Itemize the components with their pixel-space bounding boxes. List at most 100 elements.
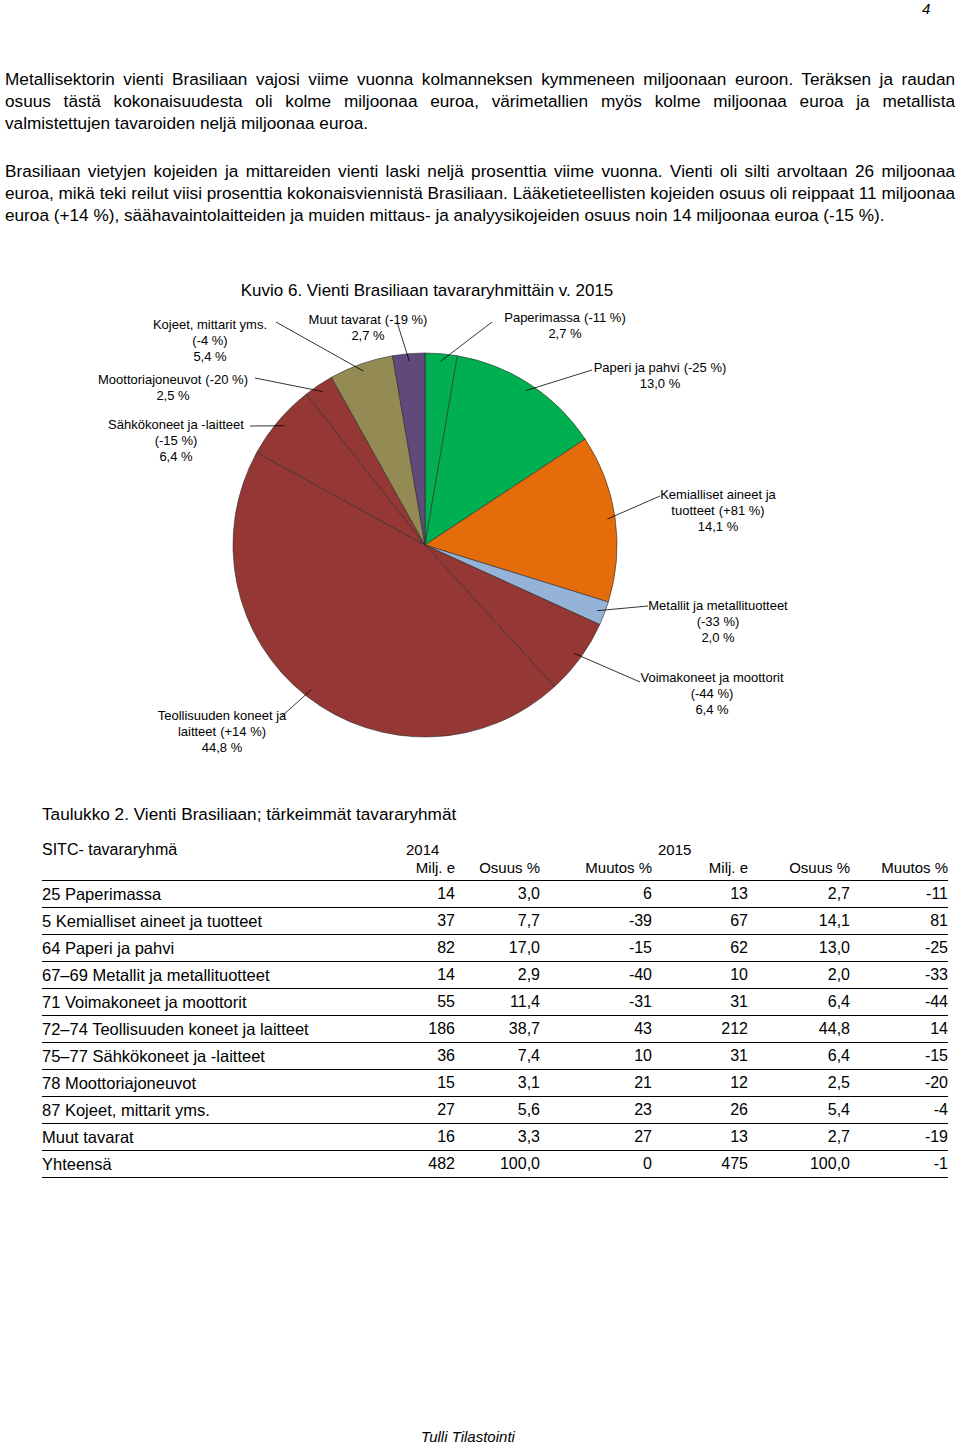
slice-label-part: (+14 %) bbox=[220, 724, 266, 739]
slice-label-part: Paperi ja pahvi bbox=[594, 360, 680, 375]
table-cell: -39 bbox=[540, 908, 652, 935]
table-cell: 27 bbox=[400, 1097, 455, 1124]
slice-label: 2,5 % bbox=[156, 388, 190, 403]
slice-label: 44,8 % bbox=[202, 740, 243, 755]
slice-label-part: (+81 %) bbox=[719, 503, 765, 518]
row-label: 87 Kojeet, mittarit yms. bbox=[42, 1097, 400, 1124]
table-cell: -15 bbox=[540, 935, 652, 962]
table-cell: 482 bbox=[400, 1151, 455, 1178]
slice-label: (-4 %) bbox=[192, 333, 227, 348]
row-label: 25 Paperimassa bbox=[42, 881, 400, 908]
table-cell: 67 bbox=[652, 908, 748, 935]
table-cell: 15 bbox=[400, 1070, 455, 1097]
header-column: Muutos % bbox=[850, 859, 948, 877]
table-row: 72–74 Teollisuuden koneet ja laitteet186… bbox=[42, 1016, 948, 1043]
pie-slice bbox=[393, 353, 425, 545]
row-label-text: 67–69 Metallit ja metallituotteet bbox=[42, 965, 322, 985]
slice-label-part: Kojeet, mittarit yms. bbox=[153, 317, 267, 332]
slice-label-part: 2,7 % bbox=[548, 326, 582, 341]
slice-label-part: 2,0 % bbox=[701, 630, 735, 645]
row-label-text: 5 Kemialliset aineet ja tuotteet bbox=[42, 911, 322, 931]
slice-label: Voimakoneet ja moottorit bbox=[640, 670, 783, 685]
slice-label-part: Metallit ja metallituotteet bbox=[648, 598, 788, 613]
slice-label-part: Teollisuuden koneet ja bbox=[158, 708, 287, 723]
header-cell: Muutos % bbox=[540, 838, 652, 881]
table-cell: 475 bbox=[652, 1151, 748, 1178]
row-label: Muut tavarat bbox=[42, 1124, 400, 1151]
slice-label-part: 44,8 % bbox=[202, 740, 243, 755]
row-label: 64 Paperi ja pahvi bbox=[42, 935, 400, 962]
table-row: 67–69 Metallit ja metallituotteet142,9-4… bbox=[42, 962, 948, 989]
table-row: 5 Kemialliset aineet ja tuotteet377,7-39… bbox=[42, 908, 948, 935]
table-row: 75–77 Sähkökoneet ja -laitteet367,410316… bbox=[42, 1043, 948, 1070]
table-cell: -1 bbox=[850, 1151, 948, 1178]
slice-label: Sähkökoneet ja -laitteet bbox=[108, 417, 244, 432]
table-cell: 212 bbox=[652, 1016, 748, 1043]
slice-label: 14,1 % bbox=[698, 519, 739, 534]
table-cell: 23 bbox=[540, 1097, 652, 1124]
header-year: 2015 bbox=[652, 841, 748, 859]
table-row: Muut tavarat163,327132,7-19 bbox=[42, 1124, 948, 1151]
row-label: 71 Voimakoneet ja moottorit bbox=[42, 989, 400, 1016]
table-row: 78 Moottoriajoneuvot153,121122,5-20 bbox=[42, 1070, 948, 1097]
table-cell: 13 bbox=[652, 881, 748, 908]
table-cell: 82 bbox=[400, 935, 455, 962]
slice-label: 6,4 % bbox=[159, 449, 193, 464]
table-cell: -4 bbox=[850, 1097, 948, 1124]
slice-label: Teollisuuden koneet ja bbox=[158, 708, 287, 723]
slice-label-part: tuotteet bbox=[671, 503, 715, 518]
table-header-row: SITC- tavararyhmä2014Milj. eOsuus %Muuto… bbox=[42, 838, 948, 881]
table-cell: 10 bbox=[652, 962, 748, 989]
slice-label: 2,7 % bbox=[548, 326, 582, 341]
header-cell: Osuus % bbox=[748, 838, 850, 881]
slice-label-part: 14,1 % bbox=[698, 519, 739, 534]
slice-label: 2,0 % bbox=[701, 630, 735, 645]
slice-label-part: (-15 %) bbox=[155, 433, 198, 448]
table-title: Taulukko 2. Vienti Brasiliaan; tärkeimmä… bbox=[42, 804, 456, 825]
slice-label-part: 6,4 % bbox=[159, 449, 193, 464]
table-cell: 6,4 bbox=[748, 1043, 850, 1070]
header-cell: Osuus % bbox=[455, 838, 540, 881]
table-cell: 38,7 bbox=[455, 1016, 540, 1043]
table-cell: 11,4 bbox=[455, 989, 540, 1016]
row-label: 78 Moottoriajoneuvot bbox=[42, 1070, 400, 1097]
slice-label-part: (-19 %) bbox=[385, 312, 428, 327]
table-row: 87 Kojeet, mittarit yms.275,623265,4-4 bbox=[42, 1097, 948, 1124]
slice-label-part: (-33 %) bbox=[697, 614, 740, 629]
table-cell: 6 bbox=[540, 881, 652, 908]
slice-label-part: (-11 %) bbox=[584, 310, 626, 325]
table-cell: 2,5 bbox=[748, 1070, 850, 1097]
slice-label: Kojeet, mittarit yms. bbox=[153, 317, 267, 332]
leader-line bbox=[526, 370, 592, 391]
row-label: Yhteensä bbox=[42, 1151, 400, 1178]
table-cell: 37 bbox=[400, 908, 455, 935]
row-label-text: 72–74 Teollisuuden koneet ja laitteet bbox=[42, 1019, 322, 1039]
leader-line bbox=[282, 690, 311, 716]
slice-label: 2,7 % bbox=[351, 328, 385, 343]
table-cell: 27 bbox=[540, 1124, 652, 1151]
table-cell: 17,0 bbox=[455, 935, 540, 962]
slice-label: 13,0 % bbox=[640, 376, 681, 391]
table-cell: 14 bbox=[400, 881, 455, 908]
table-cell: -11 bbox=[850, 881, 948, 908]
row-label-text: Yhteensä bbox=[42, 1154, 322, 1174]
header-column: Milj. e bbox=[400, 859, 455, 877]
header-column: Osuus % bbox=[748, 859, 850, 877]
table-cell: 14 bbox=[400, 962, 455, 989]
table-cell: 2,7 bbox=[748, 1124, 850, 1151]
slice-labels: Paperimassa(-11 %)2,7 %Paperi ja pahvi(-… bbox=[98, 310, 788, 755]
table-row: 71 Voimakoneet ja moottorit5511,4-31316,… bbox=[42, 989, 948, 1016]
header-cell: SITC- tavararyhmä bbox=[42, 838, 400, 881]
table-cell: 100,0 bbox=[748, 1151, 850, 1178]
table-cell: 5,4 bbox=[748, 1097, 850, 1124]
slice-label-part: 6,4 % bbox=[695, 702, 729, 717]
table: SITC- tavararyhmä2014Milj. eOsuus %Muuto… bbox=[42, 838, 948, 1178]
table-cell: 2,7 bbox=[748, 881, 850, 908]
table-cell: 81 bbox=[850, 908, 948, 935]
slice-label: Muut tavarat(-19 %) bbox=[309, 312, 428, 327]
table-cell: 43 bbox=[540, 1016, 652, 1043]
leader-line bbox=[255, 378, 323, 392]
slice-label: (-33 %) bbox=[697, 614, 740, 629]
slice-label-part: 5,4 % bbox=[193, 349, 227, 364]
header-column: Muutos % bbox=[540, 859, 652, 877]
